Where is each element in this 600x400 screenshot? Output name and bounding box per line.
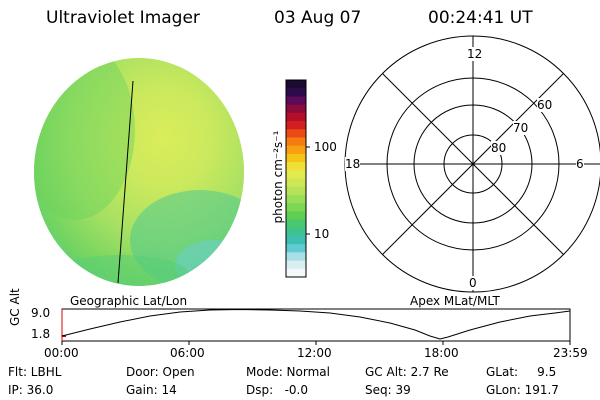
info-gain: Gain: 14 (126, 383, 177, 397)
colorbar-segment (286, 194, 306, 204)
info-gcalt: GC Alt: 2.7 Re (365, 365, 449, 379)
polar-label-0: 0 (469, 276, 477, 290)
colorbar-segment (286, 235, 306, 245)
info-dsp: Dsp: -0.0 (246, 383, 309, 397)
time-label: 00:24:41 UT (428, 8, 533, 28)
altplot-right-title: Apex MLat/MLT (410, 294, 500, 308)
colorbar-segment (286, 104, 306, 114)
polar-label-18: 18 (345, 157, 361, 171)
colorbar-tick-label-100: 100 (314, 140, 337, 154)
polar-label-12: 12 (467, 47, 483, 61)
polar-diagonal-2 (382, 73, 564, 255)
colorbar-segment (286, 211, 306, 221)
colorbar-segment (286, 252, 306, 262)
polar-label-70: 70 (513, 121, 529, 135)
colorbar-segment (286, 80, 306, 89)
polar-label-60: 60 (537, 98, 553, 112)
altplot-ylabel: GC Alt (8, 288, 22, 326)
date-label: 03 Aug 07 (274, 8, 362, 28)
altplot-xlabel-3: 18:00 (424, 346, 459, 360)
colorbar-segment (286, 88, 306, 97)
colorbar-segment (286, 260, 306, 270)
colorbar-segment (286, 112, 306, 122)
altplot-ytick-9: 9.0 (31, 306, 51, 320)
polar-label-6: 6 (576, 157, 584, 171)
colorbar-segment (286, 227, 306, 237)
colorbar-segment (286, 162, 306, 171)
altplot-xlabel-4: 23:59 (553, 346, 588, 360)
colorbar-segment (286, 153, 306, 163)
colorbar-segment (286, 129, 306, 138)
colorbar-segment (286, 96, 306, 106)
colorbar-tick-label-10: 10 (314, 227, 330, 241)
altplot-xlabel-0: 00:00 (44, 346, 79, 360)
info-glon: GLon: 191.7 (486, 383, 559, 397)
altplot-ytick-1-8: 1.8 (31, 327, 51, 341)
info-door: Door: Open (126, 365, 195, 379)
colorbar-segment (286, 178, 306, 188)
colorbar-segment (286, 219, 306, 229)
info-seq: Seq: 39 (365, 383, 411, 397)
colorbar-stack (286, 80, 306, 278)
altplot-left-title: Geographic Lat/Lon (70, 294, 188, 308)
info-ip: IP: 36.0 (8, 383, 54, 397)
colorbar-segment (286, 145, 306, 155)
altitude-curve (61, 308, 571, 340)
colorbar-segment (286, 121, 306, 130)
colorbar-segment (286, 268, 306, 278)
info-mode: Mode: Normal (246, 365, 330, 379)
terminator-line (117, 80, 134, 284)
colorbar-segment (286, 186, 306, 196)
colorbar-segment (286, 244, 306, 253)
info-glat: GLat: 9.5 (486, 365, 557, 379)
info-flt: Flt: LBHL (8, 365, 62, 379)
colorbar-segment (286, 203, 306, 212)
colorbar-segment (286, 170, 306, 179)
polar-label-80: 80 (491, 141, 507, 155)
altplot-xlabel-2: 12:00 (297, 346, 332, 360)
colorbar-frame (285, 79, 307, 278)
altplot-frame (61, 308, 571, 342)
altplot-xlabel-1: 06:00 (170, 346, 205, 360)
instrument-title: Ultraviolet Imager (46, 8, 200, 28)
colorbar-segment (286, 137, 306, 147)
